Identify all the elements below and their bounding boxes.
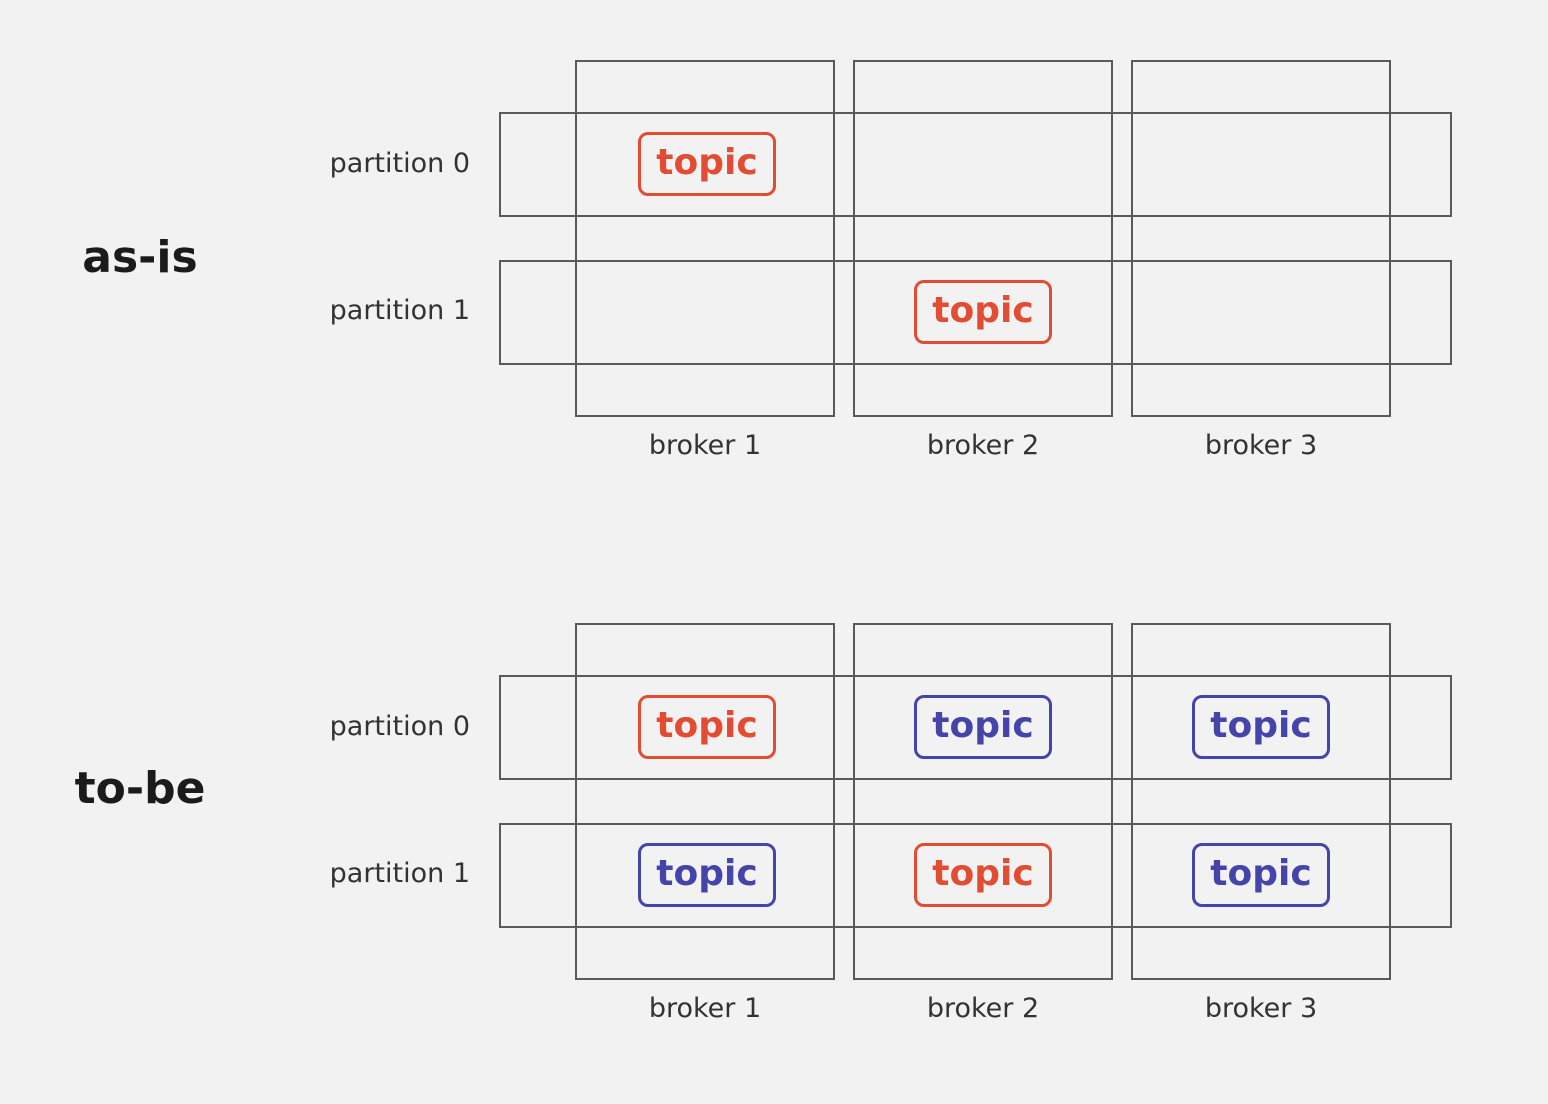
topic-p0-b1: topic: [638, 695, 776, 759]
broker-column-3: [1131, 60, 1391, 417]
partition-label-1: partition 1: [329, 295, 470, 326]
broker-label-3: broker 3: [1204, 430, 1318, 461]
partition-label-0: partition 0: [329, 148, 470, 179]
topic-p1-b3: topic: [1192, 843, 1330, 907]
topic-p0-b3: topic: [1192, 695, 1330, 759]
broker-label-3: broker 3: [1204, 993, 1318, 1024]
topic-p1-b2: topic: [914, 280, 1052, 344]
broker-column-1: [575, 60, 835, 417]
partition-row-0: [499, 675, 1452, 780]
partition-row-0: [499, 112, 1452, 217]
partition-label-0: partition 0: [329, 711, 470, 742]
topic-p1-b1: topic: [638, 843, 776, 907]
broker-label-1: broker 1: [648, 430, 762, 461]
topic-p0-b2: topic: [914, 695, 1052, 759]
broker-label-2: broker 2: [926, 430, 1040, 461]
broker-column-2: [853, 623, 1113, 980]
broker-column-1: [575, 623, 835, 980]
topic-p1-b2: topic: [914, 843, 1052, 907]
partition-row-1: [499, 823, 1452, 928]
partition-row-1: [499, 260, 1452, 365]
section-title: to-be: [74, 763, 206, 814]
section-as-is: as-is partition 0 partition 1 broker 1 b…: [0, 0, 1548, 541]
broker-label-1: broker 1: [648, 993, 762, 1024]
broker-column-3: [1131, 623, 1391, 980]
section-to-be: to-be partition 0 partition 1 broker 1 b…: [0, 563, 1548, 1104]
partition-label-1: partition 1: [329, 858, 470, 889]
section-title: as-is: [82, 232, 198, 283]
broker-label-2: broker 2: [926, 993, 1040, 1024]
broker-column-2: [853, 60, 1113, 417]
topic-p0-b1: topic: [638, 132, 776, 196]
